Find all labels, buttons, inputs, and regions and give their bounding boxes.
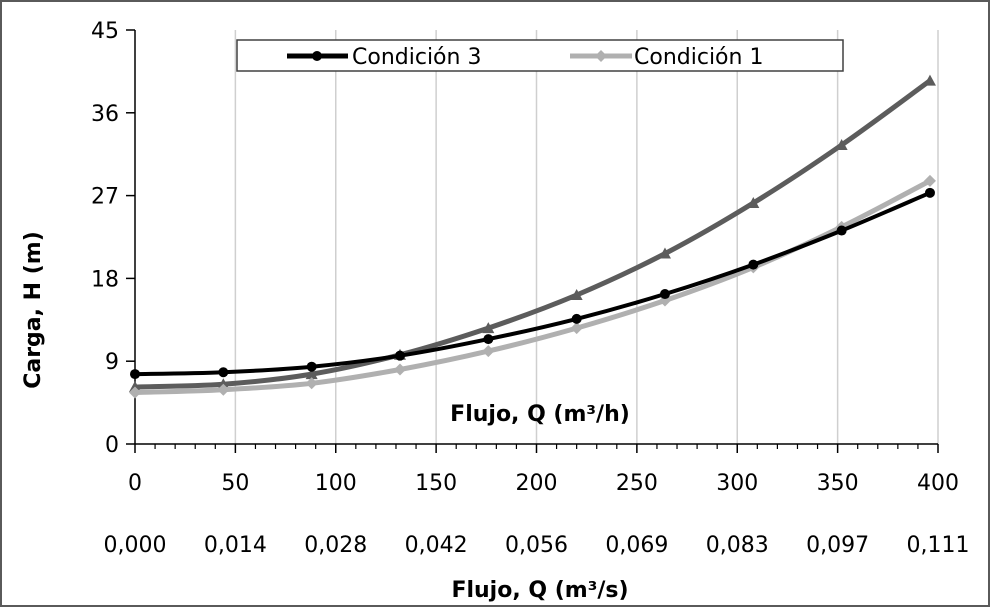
- data-point: [571, 313, 582, 324]
- legend-label-condicion-1: Condición 1: [634, 45, 763, 70]
- x-tick-label: 350: [817, 471, 859, 496]
- x-tick-label: 250: [616, 471, 658, 496]
- x-tick-label-secondary: 0,097: [806, 533, 869, 558]
- data-point: [393, 363, 406, 376]
- x-tick-label-secondary: 0,000: [104, 533, 167, 558]
- data-point: [748, 259, 759, 270]
- x-tick-label: 50: [221, 471, 249, 496]
- data-point: [747, 196, 760, 208]
- series-line: [132, 78, 933, 390]
- x-tick-label-secondary: 0,111: [907, 533, 970, 558]
- x-tick-label: 400: [917, 471, 959, 496]
- series-line: [133, 190, 932, 377]
- gridlines: [234, 30, 939, 444]
- data-point: [659, 289, 670, 300]
- x-tick-label: 300: [716, 471, 758, 496]
- y-tick-label: 18: [91, 267, 119, 292]
- data-point: [305, 368, 318, 380]
- y-tick-label: 27: [91, 185, 119, 210]
- series-layer: [129, 74, 936, 399]
- x-tick-label: 100: [315, 471, 357, 496]
- data-point: [836, 225, 847, 236]
- data-point: [218, 367, 229, 378]
- x-tick-label-secondary: 0,056: [505, 533, 568, 558]
- data-point: [305, 377, 318, 390]
- x-tick-label: 150: [415, 471, 457, 496]
- data-point: [658, 247, 671, 259]
- x-axis-title: Flujo, Q (m³/h): [450, 402, 630, 427]
- data-point: [129, 386, 141, 399]
- data-point: [129, 380, 141, 392]
- legend-box: [236, 39, 844, 72]
- data-point: [923, 74, 936, 86]
- data-point: [217, 378, 230, 390]
- legend-marker-condicion-3: [312, 51, 322, 61]
- data-point: [835, 139, 848, 150]
- x-tick-label-secondary: 0,069: [605, 533, 668, 558]
- x-tick-label: 200: [516, 471, 558, 496]
- data-point: [482, 345, 495, 358]
- y-axis-title: Carga, H (m): [21, 231, 46, 389]
- legend: Condición 3 Condición 1: [236, 39, 844, 72]
- x-axis-title-secondary: Flujo, Q (m³/s): [451, 578, 628, 603]
- y-tick-label: 45: [91, 19, 119, 44]
- axes: 0 0,000 50 0,014 100 0,028 150 0,042 200 0,056 250…: [91, 19, 969, 558]
- y-tick-label: 0: [105, 433, 119, 458]
- data-point: [482, 322, 495, 334]
- x-tick-label-secondary: 0,083: [706, 533, 769, 558]
- x-tick-label-secondary: 0,014: [204, 533, 267, 558]
- legend-label-condicion-3: Condición 3: [352, 45, 481, 70]
- data-point: [570, 288, 583, 300]
- data-point: [306, 361, 317, 372]
- data-point: [924, 187, 935, 198]
- data-point: [130, 369, 140, 380]
- data-point: [394, 350, 405, 361]
- data-point: [483, 334, 494, 345]
- data-point: [217, 383, 230, 396]
- y-tick-label: 9: [105, 350, 119, 375]
- data-point: [570, 322, 583, 335]
- y-tick-label: 36: [91, 102, 119, 127]
- x-tick-label-secondary: 0,028: [304, 533, 367, 558]
- series-0: [130, 187, 935, 380]
- x-tick-label-secondary: 0,042: [405, 533, 468, 558]
- x-tick-label: 0: [128, 471, 142, 496]
- legend-marker-condicion-1: [595, 50, 607, 62]
- data-point: [923, 174, 936, 187]
